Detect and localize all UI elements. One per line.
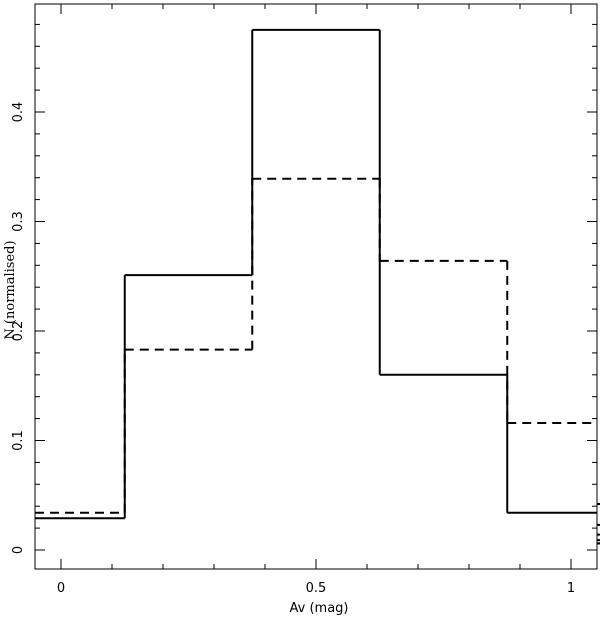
x-tick-label: 0 [57, 581, 65, 596]
x-tick-label: 0.5 [306, 581, 327, 596]
x-axis-title: Av (mag) [290, 601, 349, 616]
series-dashed [35, 177, 600, 549]
x-tick-label: 1 [567, 581, 575, 596]
plot-frame [34, 3, 598, 570]
y-axis-title: N (normalised) [3, 240, 18, 339]
y-tick-label: 0.4 [11, 102, 26, 123]
y-tick-label: 0.1 [11, 430, 26, 451]
tick-marks [35, 4, 597, 569]
x-tick-labels: 00.511.52 [57, 581, 575, 596]
y-tick-label: 0.3 [11, 211, 26, 232]
series-solid [35, 28, 600, 545]
y-tick-label: 0 [11, 546, 26, 554]
y-tick-labels: 0 0.1 0.2 0.3 0.4 [11, 102, 26, 554]
series-layer [35, 28, 600, 549]
y-tick-label: 0.2 [11, 321, 26, 342]
